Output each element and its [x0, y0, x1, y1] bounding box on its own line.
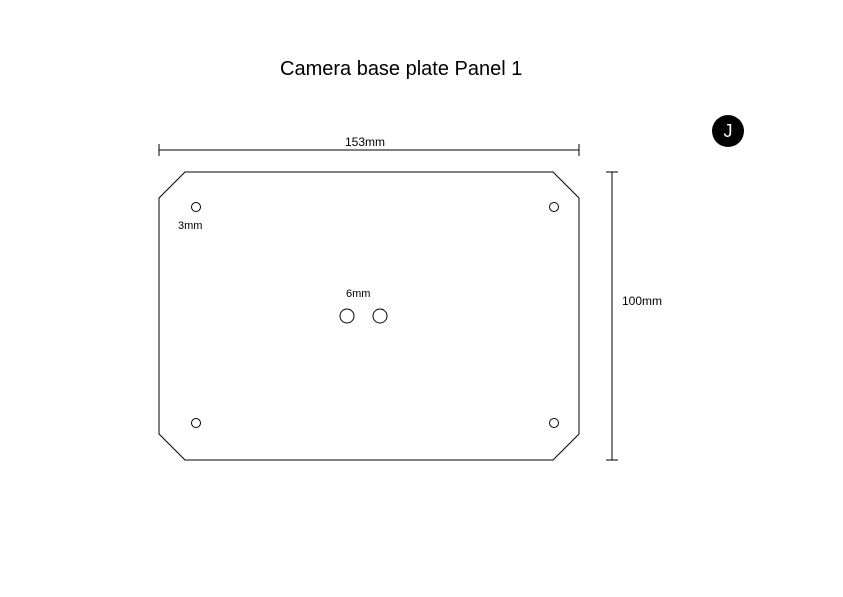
- center-hole-label: 6mm: [346, 288, 370, 300]
- width-dimension-label: 153mm: [345, 135, 385, 149]
- diagram-canvas: [0, 0, 843, 597]
- center-hole: [373, 309, 387, 323]
- plate-outline: [159, 172, 579, 460]
- height-dimension-label: 100mm: [622, 294, 662, 308]
- center-hole: [340, 309, 354, 323]
- corner-hole: [192, 419, 201, 428]
- corner-hole: [550, 203, 559, 212]
- corner-hole: [192, 203, 201, 212]
- corner-hole-label: 3mm: [178, 220, 202, 232]
- corner-hole: [550, 419, 559, 428]
